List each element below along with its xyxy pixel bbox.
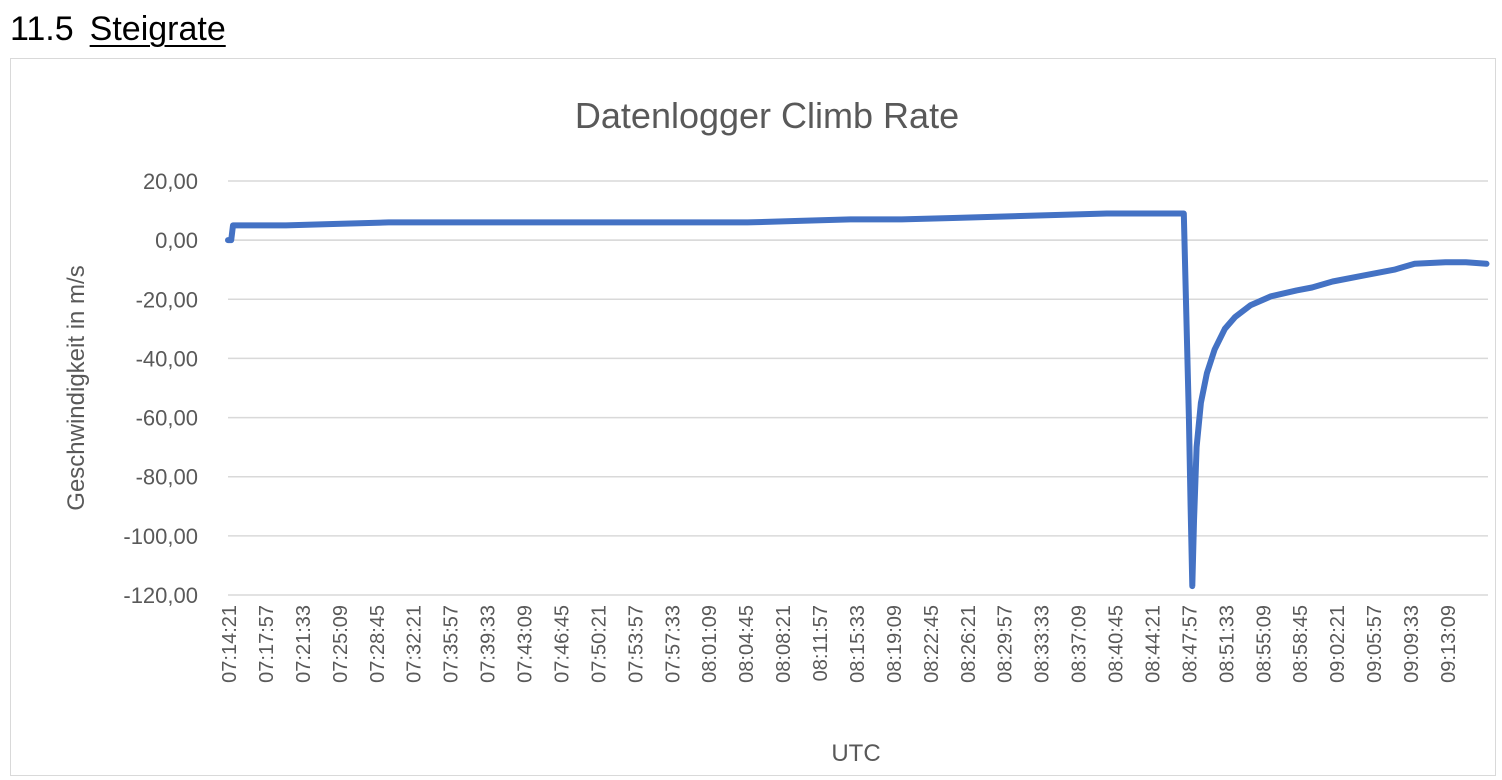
x-tick-label: 07:53:57 <box>625 605 647 683</box>
y-tick-label: -120,00 <box>123 583 198 608</box>
x-tick-label: 08:01:09 <box>699 605 721 683</box>
y-tick-label: 20,00 <box>143 169 198 194</box>
x-tick-label: 07:28:45 <box>367 605 389 683</box>
x-tick-label: 07:35:57 <box>441 605 463 683</box>
x-tick-label: 08:40:45 <box>1106 605 1128 683</box>
y-tick-label: -60,00 <box>136 406 198 431</box>
x-tick-label: 07:32:21 <box>404 605 426 683</box>
x-tick-label: 07:57:33 <box>662 605 684 683</box>
y-axis-ticks: 20,00 0,00 -20,00 -40,00 -60,00 -80,00 -100,00… <box>123 169 198 608</box>
y-tick-label: -40,00 <box>136 346 198 371</box>
x-tick-label: 08:33:33 <box>1032 605 1054 683</box>
x-axis-ticks: 07:14:21 07:17:57 07:21:33 07:25:09 07:28:45… <box>219 605 1460 683</box>
x-tick-label: 08:15:33 <box>847 605 869 683</box>
x-tick-label: 07:46:45 <box>551 605 573 683</box>
x-tick-label: 07:39:33 <box>478 605 500 683</box>
series-line <box>225 210 1490 590</box>
series-group <box>225 210 1490 590</box>
x-tick-label: 08:47:57 <box>1179 605 1201 683</box>
x-tick-label: 07:43:09 <box>515 605 537 683</box>
y-tick-label: 0,00 <box>155 228 198 253</box>
x-tick-label: 08:22:45 <box>921 605 943 683</box>
x-tick-label: 08:19:09 <box>884 605 906 683</box>
x-tick-label: 07:50:21 <box>588 605 610 683</box>
x-tick-label: 08:44:21 <box>1142 605 1164 683</box>
y-axis-label: Geschwindigkeit in m/s <box>63 265 90 510</box>
x-tick-label: 07:17:57 <box>256 605 278 683</box>
x-tick-label: 09:05:57 <box>1364 605 1386 683</box>
section-heading: 11.5 Steigrate <box>10 10 226 49</box>
x-tick-label: 08:26:21 <box>958 605 980 683</box>
gridlines <box>228 180 1488 596</box>
y-tick-label: -80,00 <box>136 465 198 490</box>
x-tick-label: 07:25:09 <box>330 605 352 683</box>
chart-title: Datenlogger Climb Rate <box>575 95 959 136</box>
x-tick-label: 09:02:21 <box>1327 605 1349 683</box>
y-tick-label: -100,00 <box>123 524 198 549</box>
x-tick-label: 07:14:21 <box>219 605 241 683</box>
x-tick-label: 08:04:45 <box>736 605 758 683</box>
x-axis-label: UTC <box>831 740 880 767</box>
x-tick-label: 08:37:09 <box>1069 605 1091 683</box>
x-tick-label: 08:11:57 <box>810 605 832 681</box>
x-tick-label: 09:09:33 <box>1401 605 1423 683</box>
x-tick-label: 07:21:33 <box>293 605 315 683</box>
x-tick-label: 08:51:33 <box>1216 605 1238 683</box>
y-tick-label: -20,00 <box>136 287 198 312</box>
x-tick-label: 08:08:21 <box>773 605 795 683</box>
x-tick-label: 08:58:45 <box>1290 605 1312 683</box>
x-tick-label: 09:13:09 <box>1438 605 1460 683</box>
x-tick-label: 08:55:09 <box>1253 605 1275 683</box>
section-number: 11.5 <box>10 10 74 48</box>
section-title: Steigrate <box>89 10 226 48</box>
x-tick-label: 08:29:57 <box>995 605 1017 683</box>
